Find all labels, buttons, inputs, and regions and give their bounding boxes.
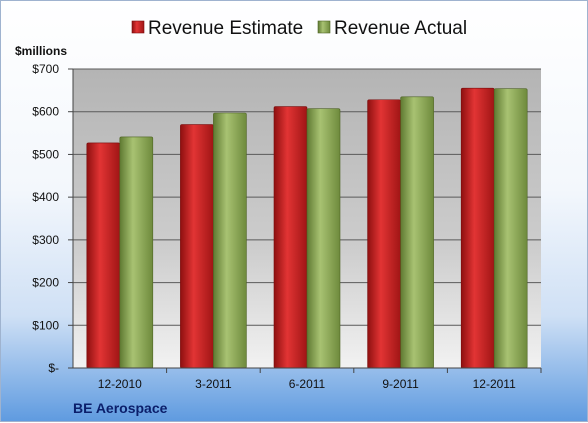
bar-revenue-estimate [86, 142, 121, 369]
y-axis-unit-label: $millions [15, 44, 67, 58]
legend: Revenue Estimate Revenue Actual [131, 18, 467, 39]
bar-revenue-actual [400, 96, 434, 369]
x-tick-label: 12-2010 [98, 377, 142, 391]
legend-label: Revenue Actual [334, 18, 467, 39]
x-tick-label: 12-2011 [473, 377, 516, 391]
bar-revenue-actual [213, 112, 247, 369]
bar-revenue-actual [306, 108, 341, 369]
bar-revenue-actual [119, 136, 154, 369]
x-tick-label: 3-2011 [195, 377, 232, 391]
bar-revenue-estimate [273, 106, 308, 369]
y-tick-label: $400 [32, 190, 59, 204]
y-tick-label: $600 [32, 105, 59, 119]
legend-swatch [317, 20, 331, 34]
y-tick-label: $300 [32, 233, 59, 247]
company-name: BE Aerospace [73, 400, 168, 416]
legend-swatch [131, 20, 145, 34]
x-tick-label: 9-2011 [382, 377, 419, 391]
bar-revenue-estimate [460, 87, 495, 369]
axes: $- $100 $200 $300 $400 $500 $600 $700 12-2010 3-2… [32, 62, 542, 391]
y-tick-label: $200 [32, 276, 59, 290]
y-tick-label: $- [48, 361, 59, 375]
legend-label: Revenue Estimate [148, 18, 303, 39]
y-tick-label: $700 [32, 62, 59, 76]
y-tick-label: $100 [32, 318, 59, 332]
x-tick-label: 6-2011 [289, 377, 326, 391]
y-tick-label: $500 [32, 147, 59, 161]
bar-revenue-actual [493, 88, 528, 369]
bar-revenue-estimate [367, 99, 401, 369]
bar-revenue-estimate [180, 124, 214, 369]
